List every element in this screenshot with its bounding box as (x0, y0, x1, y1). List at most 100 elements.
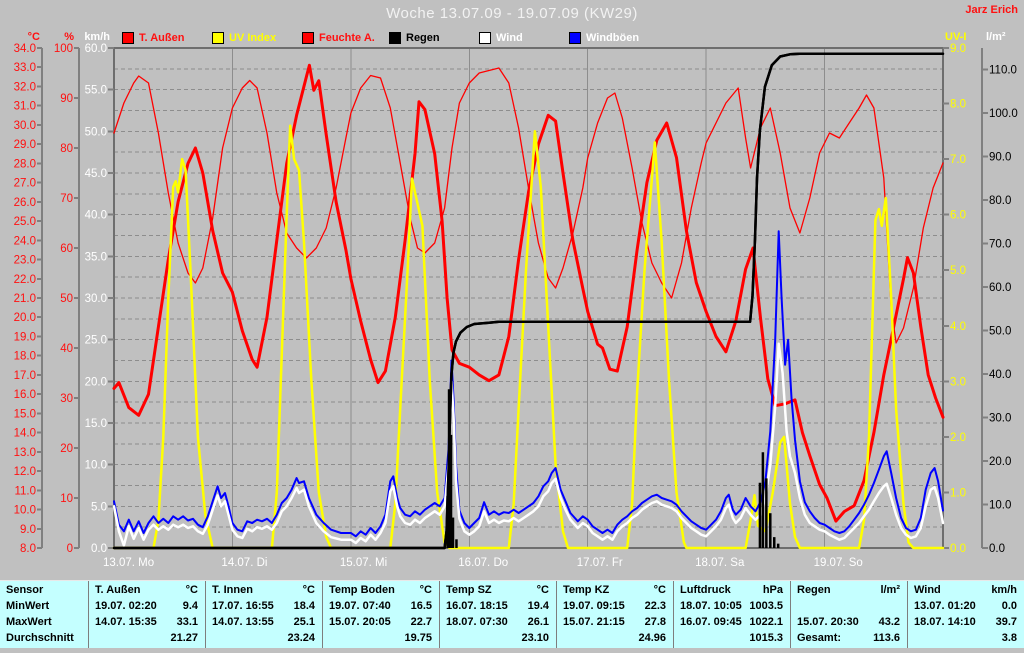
axis-tick-label-temp: 34.0 (14, 43, 36, 55)
x-axis-day-label: 19.07. So (814, 557, 863, 569)
axis-tick-label-temp: 17.0 (14, 370, 36, 382)
row-header-value (49, 598, 81, 614)
axis-tick-label-uv: 3.0 (950, 376, 966, 388)
axis-header-uv: UV-I (945, 31, 967, 43)
axis-tick-label-rain: 20.0 (989, 456, 1011, 468)
col-header-value: °C (302, 584, 315, 596)
legend-item-uv-index: UV Index (212, 32, 276, 44)
max-row-value: 33.1 (176, 616, 198, 628)
max-row-label: 15.07. 21:15 (563, 616, 625, 628)
min-row: 19.07. 07:40 16.5 (329, 598, 432, 614)
axis-tick-label-humidity: 10 (60, 493, 73, 505)
axis-tick-label-temp: 33.0 (14, 62, 36, 74)
avg-row: Gesamt: 113.6 (797, 630, 900, 646)
avg-row-value: 21.27 (170, 632, 198, 644)
axis-header-wind: km/h (84, 31, 110, 43)
axis-tick-label-wind: 5.0 (91, 501, 107, 513)
min-row: 19.07. 02:20 9.4 (95, 598, 198, 614)
axis-tick-label-rain: 50.0 (989, 326, 1011, 338)
axis-tick-label-uv: 2.0 (950, 432, 966, 444)
axis-tick-label-wind: 50.0 (85, 126, 107, 138)
col-header: Wind km/h (914, 582, 1017, 598)
max-row-value: 43.2 (878, 616, 900, 628)
avg-row: 1015.3 (680, 630, 783, 646)
col-header: Temp Boden °C (329, 582, 432, 598)
max-row: 16.07. 09:45 1022.1 (680, 614, 783, 630)
max-row-label: 18.07. 14:10 (914, 616, 976, 628)
axis-tick-label-temp: 9.0 (20, 524, 36, 536)
col-header-label: Luftdruck (680, 584, 731, 596)
axis-tick-label-temp: 25.0 (14, 216, 36, 228)
legend-swatch (302, 32, 314, 44)
row-header-value (74, 630, 81, 646)
axis-tick-label-wind: 15.0 (85, 418, 107, 430)
axis-tick-label-humidity: 90 (60, 93, 73, 105)
table-row-headers: Sensor MinWert MaxWert Durchschnitt (0, 581, 88, 648)
x-axis-day-label: 14.07. Di (221, 557, 267, 569)
series-windboeen (113, 230, 944, 538)
avg-row-value: 3.8 (1001, 632, 1017, 644)
legend-swatch (479, 32, 491, 44)
table-col-wind: Wind km/h 13.07. 01:20 0.0 18.07. 14:10 39.7 3… (907, 581, 1024, 648)
col-header-value: °C (536, 584, 549, 596)
axis-tick-label-temp: 30.0 (14, 120, 36, 132)
avg-row: 3.8 (914, 630, 1017, 646)
axis-header-humidity: % (64, 31, 74, 43)
axis-tick-label-rain: 0.0 (989, 543, 1005, 555)
row-header: MaxWert (6, 614, 81, 630)
min-row-value: 16.5 (410, 600, 432, 612)
max-row-value: 39.7 (995, 616, 1017, 628)
table-col-regen: Regen l/m² 15.07. 20:30 43.2 Gesamt: 113.6 (790, 581, 907, 648)
x-axis-day-label: 15.07. Mi (340, 557, 387, 569)
min-row: 19.07. 09:15 22.3 (563, 598, 666, 614)
avg-row: 19.75 (329, 630, 432, 646)
min-row-label: 19.07. 07:40 (329, 600, 391, 612)
min-row-value: 9.4 (182, 600, 198, 612)
table-col-luftdruck: Luftdruck hPa 18.07. 10:05 1003.5 16.07. 09:… (673, 581, 790, 648)
min-row: 13.07. 01:20 0.0 (914, 598, 1017, 614)
axis-tick-label-temp: 12.0 (14, 466, 36, 478)
row-header: Durchschnitt (6, 630, 81, 646)
avg-row: 23.24 (212, 630, 315, 646)
max-row-label: 18.07. 07:30 (446, 616, 508, 628)
col-header: Temp SZ °C (446, 582, 549, 598)
axis-header-rain: l/m² (986, 31, 1006, 43)
axis-tick-label-temp: 24.0 (14, 235, 36, 247)
table-col-temp-kz: Temp KZ °C 19.07. 09:15 22.3 15.07. 21:15 27.… (556, 581, 673, 648)
axis-tick-label-temp: 10.0 (14, 505, 36, 517)
row-header-label: MaxWert (6, 616, 52, 628)
avg-row-value: 24.96 (638, 632, 666, 644)
axis-tick-label-humidity: 40 (60, 343, 73, 355)
axis-tick-label-temp: 29.0 (14, 139, 36, 151)
axis-tick-label-uv: 5.0 (950, 265, 966, 277)
col-header: T. Außen °C (95, 582, 198, 598)
axis-tick-label-rain: 90.0 (989, 152, 1011, 164)
axis-tick-label-wind: 55.0 (85, 85, 107, 97)
max-row-value: 22.7 (410, 616, 432, 628)
min-row-label: 19.07. 09:15 (563, 600, 625, 612)
series-regen (112, 52, 945, 550)
legend-label: Wind (496, 32, 523, 44)
page-title: Woche 13.07.09 - 19.07.09 (KW29) (386, 5, 638, 22)
min-row: 17.07. 16:55 18.4 (212, 598, 315, 614)
axis-tick-label-temp: 28.0 (14, 158, 36, 170)
avg-row-value: 113.6 (873, 632, 900, 644)
table-col-t-innen: T. Innen °C 17.07. 16:55 18.4 14.07. 13:55 25… (205, 581, 322, 648)
axis-tick-label-uv: 7.0 (950, 154, 966, 166)
col-header-value: km/h (991, 584, 1017, 596)
axis-tick-label-rain: 110.0 (989, 65, 1017, 77)
col-header-value: l/m² (880, 584, 900, 596)
axis-tick-label-wind: 40.0 (85, 210, 107, 222)
axis-tick-label-rain: 80.0 (989, 195, 1011, 207)
row-header-label: MinWert (6, 600, 50, 612)
max-row-label: 16.07. 09:45 (680, 616, 742, 628)
max-row-label: 15.07. 20:30 (797, 616, 859, 628)
legend-item-windb-en: Windböen (569, 32, 639, 44)
max-row: 14.07. 15:35 33.1 (95, 614, 198, 630)
series-feuchte (113, 67, 944, 344)
table-col-temp-sz: Temp SZ °C 16.07. 18:15 19.4 18.07. 07:30 26.… (439, 581, 556, 648)
row-header: MinWert (6, 598, 81, 614)
max-row: 14.07. 13:55 25.1 (212, 614, 315, 630)
col-header: Luftdruck hPa (680, 582, 783, 598)
